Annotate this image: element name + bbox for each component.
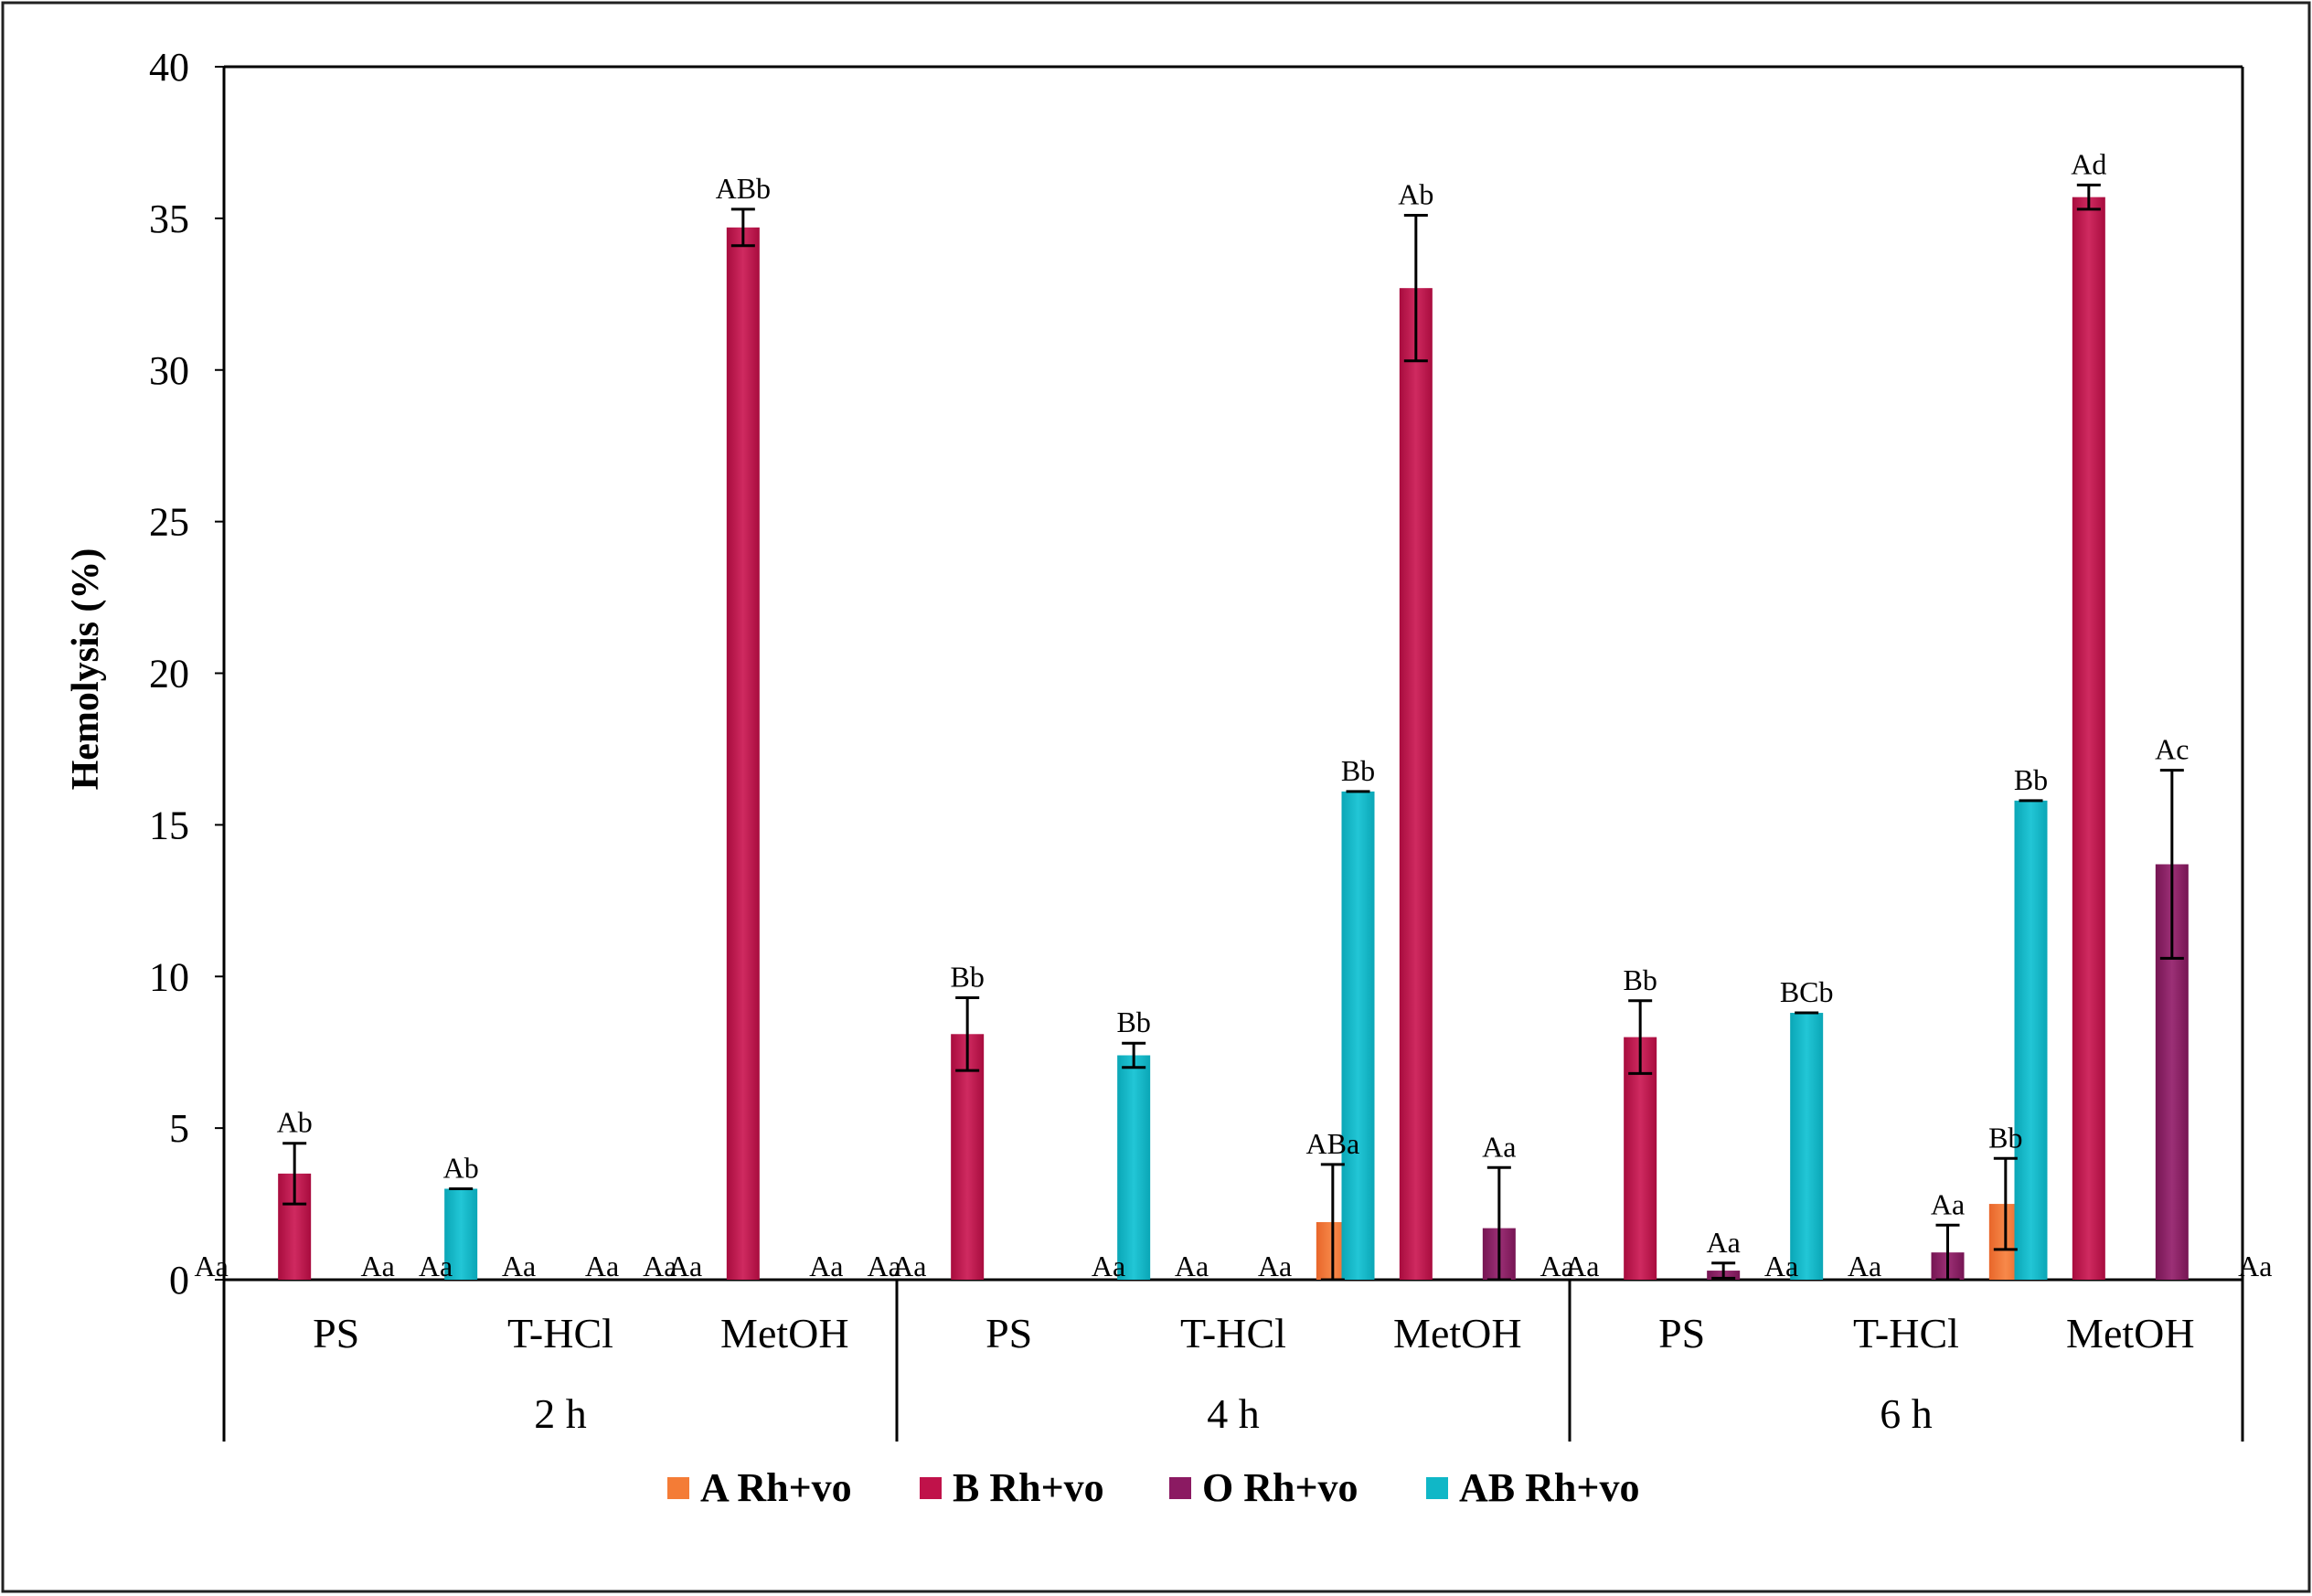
error-bars <box>282 183 2184 1282</box>
bar-b-rh-vo <box>726 227 760 1280</box>
y-tick-label: 35 <box>149 197 189 241</box>
significance-label: Bb <box>1341 754 1375 787</box>
y-tick-label: 30 <box>149 348 189 393</box>
y-axis: 0 5 10 15 20 25 30 35 40 <box>149 45 224 1303</box>
significance-label: Aa <box>1540 1250 1574 1282</box>
significance-label: Aa <box>668 1250 702 1282</box>
significance-label: Aa <box>809 1250 843 1282</box>
significance-label: Aa <box>1848 1250 1881 1282</box>
significance-label: Aa <box>868 1250 901 1282</box>
group-label: 6 h <box>1880 1390 1933 1437</box>
legend-label[interactable]: AB Rh+vo <box>1459 1465 1639 1510</box>
significance-label: Aa <box>643 1250 677 1282</box>
category-label: MetOH <box>1393 1310 1522 1357</box>
bar-ab-rh-vo <box>2014 800 2048 1280</box>
significance-label: Aa <box>2238 1250 2272 1282</box>
y-tick-label: 40 <box>149 45 189 90</box>
category-label: T-HCl <box>1180 1310 1286 1357</box>
bar-b-rh-vo <box>1624 1037 1657 1280</box>
significance-label: Aa <box>361 1250 395 1282</box>
significance-label: Bb <box>950 960 984 993</box>
significance-label: Aa <box>1764 1250 1798 1282</box>
group-label: 4 h <box>1207 1390 1260 1437</box>
bars <box>278 197 2189 1281</box>
significance-label: BCb <box>1780 975 1834 1008</box>
significance-label: Bb <box>1988 1121 2022 1154</box>
legend-label[interactable]: A Rh+vo <box>700 1465 852 1510</box>
bar-ab-rh-vo <box>1341 791 1375 1280</box>
category-label: PS <box>1658 1310 1705 1357</box>
category-label: MetOH <box>720 1310 849 1357</box>
y-tick-label: 20 <box>149 652 189 697</box>
y-tick-label: 15 <box>149 803 189 847</box>
legend-swatch-a-rh-vo <box>667 1477 689 1499</box>
significance-label: Aa <box>1931 1187 1965 1220</box>
significance-label: Ab <box>443 1151 479 1184</box>
significance-label: Aa <box>1175 1250 1209 1282</box>
category-label: MetOH <box>2066 1310 2195 1357</box>
y-tick-label: 0 <box>169 1258 189 1303</box>
category-label: T-HCl <box>1853 1310 1959 1357</box>
significance-label: Aa <box>1565 1250 1599 1282</box>
y-tick-label: 10 <box>149 954 189 999</box>
significance-label: Ab <box>1398 178 1433 211</box>
bar-b-rh-vo <box>2072 197 2105 1281</box>
significance-label: Ab <box>277 1106 313 1139</box>
significance-label: ABa <box>1306 1127 1360 1160</box>
category-label: T-HCl <box>507 1310 613 1357</box>
legend-label[interactable]: B Rh+vo <box>953 1465 1104 1510</box>
y-axis-label: Hemolysis (%) <box>65 548 107 791</box>
bar-ab-rh-vo <box>444 1188 478 1280</box>
bar-ab-rh-vo <box>1790 1013 1824 1280</box>
significance-label: Ad <box>2071 147 2106 180</box>
y-tick-label: 25 <box>149 500 189 545</box>
significance-label: Bb <box>1623 963 1657 996</box>
x-axis: 2 h 4 h 6 h PS T-HCl MetOH PS T-HCl MetOH PS T-HCl… <box>313 1280 2195 1442</box>
category-label: PS <box>986 1310 1032 1357</box>
group-label: 2 h <box>534 1390 587 1437</box>
significance-label: Aa <box>419 1250 453 1282</box>
legend[interactable]: A Rh+vo B Rh+vo O Rh+vo AB Rh+vo <box>667 1465 1639 1510</box>
bar-b-rh-vo <box>951 1034 985 1280</box>
bar-b-rh-vo <box>1399 288 1433 1280</box>
bar-ab-rh-vo <box>1117 1055 1151 1280</box>
significance-label: Aa <box>892 1250 926 1282</box>
significance-label: Bb <box>1116 1005 1150 1038</box>
plot-frame <box>222 65 2244 1442</box>
significance-label: Aa <box>1482 1130 1516 1163</box>
significance-label: Aa <box>585 1250 619 1282</box>
significance-label: Aa <box>1707 1226 1741 1259</box>
y-tick-label: 5 <box>169 1106 189 1151</box>
significance-label: Aa <box>1258 1250 1292 1282</box>
significance-label: ABb <box>716 172 771 205</box>
significance-label: Aa <box>502 1250 536 1282</box>
category-label: PS <box>313 1310 359 1357</box>
legend-swatch-ab-rh-vo <box>1426 1477 1448 1499</box>
legend-swatch-b-rh-vo <box>920 1477 942 1499</box>
legend-label[interactable]: O Rh+vo <box>1202 1465 1358 1510</box>
significance-label: Bb <box>2014 763 2048 796</box>
significance-label: Ac <box>2155 733 2189 766</box>
significance-label: Aa <box>1092 1250 1125 1282</box>
significance-label: Aa <box>195 1250 229 1282</box>
legend-swatch-o-rh-vo <box>1169 1477 1191 1499</box>
